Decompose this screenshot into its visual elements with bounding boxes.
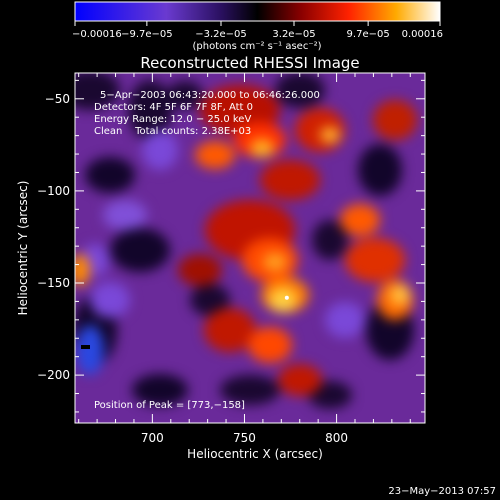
x-tick-label: 800	[325, 431, 348, 445]
heatmap-region	[260, 160, 320, 200]
heatmap-region	[269, 288, 297, 312]
heatmap-region	[110, 228, 170, 272]
heatmap-region	[178, 254, 222, 286]
peak-marker	[81, 295, 289, 349]
peak-point	[284, 295, 289, 300]
heatmap-region	[90, 282, 130, 318]
info-line-detectors: Detectors: 4F 5F 6F 7F 8F, Att 0	[94, 102, 253, 113]
heatmap-region	[204, 308, 256, 352]
colorbar-unit-label: (photons cm⁻² s⁻¹ asec⁻²)	[192, 41, 321, 52]
image-artifact-mark	[81, 345, 90, 349]
info-line-counts: Clean Total counts: 2.38E+03	[94, 126, 251, 137]
heatmap-region	[167, 81, 203, 109]
heatmap-region	[195, 141, 235, 169]
heatmap-region	[103, 200, 147, 230]
y-tick-label: −50	[45, 92, 70, 106]
x-tick-label: 750	[233, 431, 256, 445]
y-axis-label: Heliocentric Y (arcsec)	[16, 181, 30, 316]
heatmap-region	[132, 374, 188, 406]
heatmap-region	[75, 73, 120, 110]
colorbar-tick-label: −9.7e−05	[121, 29, 173, 40]
heatmap-region	[75, 254, 90, 286]
heatmap-region	[275, 73, 325, 108]
chart-title: Reconstructed RHESSI Image	[140, 54, 359, 72]
heatmap-region	[358, 144, 402, 196]
info-line-time: 5−Apr−2003 06:43:20.000 to 06:46:26.000	[100, 90, 320, 101]
plot-frame	[74, 72, 426, 424]
plot-area: 700 750 800 −50 −100 −150 −200 5−Apr−2003 06:…	[37, 72, 426, 445]
colorbar-tick-label: 3.2e−05	[272, 29, 315, 40]
info-line-energy: Energy Range: 12.0 − 25.0 keV	[94, 114, 251, 125]
heatmap-region	[190, 284, 230, 316]
heatmap-region	[142, 130, 178, 170]
colorbar-tick-label: −0.00016	[72, 29, 122, 40]
colorbar-tick-label: 9.7e−05	[347, 29, 390, 40]
y-tick-label: −150	[37, 276, 70, 290]
heatmap-region	[340, 204, 380, 236]
heatmap-region	[345, 238, 405, 282]
heatmap-region	[278, 364, 322, 396]
heatmap-region	[250, 139, 274, 157]
y-tick-label: −100	[37, 184, 70, 198]
colorbar-gradient	[74, 1, 441, 22]
colorbar-tick-label: 0.00016	[402, 29, 443, 40]
x-tick-label: 700	[141, 431, 164, 445]
heatmap-region	[85, 157, 135, 193]
colorbar-tick-label: −3.2e−05	[195, 29, 247, 40]
colorbar: −0.00016 −9.7e−05 −3.2e−05 3.2e−05 9.7e−05 0.…	[72, 1, 443, 52]
peak-position-label: Position of Peak = [773,−158]	[94, 400, 245, 411]
heatmap-region	[76, 325, 104, 375]
heatmap-region	[128, 80, 172, 140]
heatmap-region	[373, 100, 417, 140]
heatmap-region	[312, 220, 348, 260]
plot-timestamp: 23−May−2013 07:57	[388, 486, 496, 497]
heatmap-region	[263, 253, 287, 271]
heatmap-region	[248, 327, 292, 363]
heatmap-image	[75, 73, 425, 423]
x-axis-label: Heliocentric X (arcsec)	[187, 447, 323, 461]
heatmap-region	[325, 302, 365, 338]
heatmap-region	[390, 285, 410, 305]
y-tick-label: −200	[37, 368, 70, 382]
heatmap-region	[320, 127, 340, 143]
heatmap-region	[220, 375, 280, 405]
